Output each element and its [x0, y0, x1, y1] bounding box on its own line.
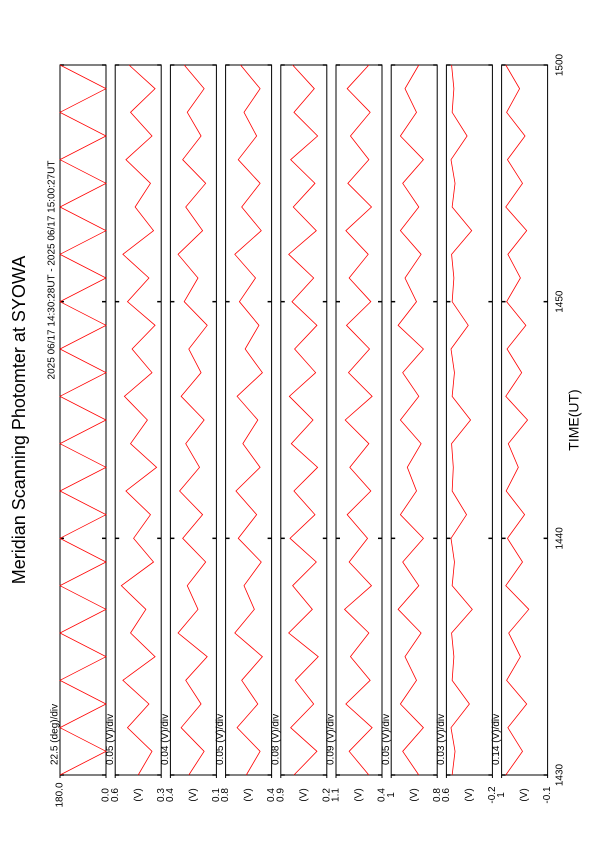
panel-frame — [390, 64, 438, 776]
unit-label: (V) — [188, 788, 199, 801]
unit-label: (V) — [354, 788, 365, 801]
data-line — [120, 64, 158, 776]
panel-frame — [445, 64, 493, 776]
y-tick-label: 1 — [386, 792, 397, 798]
scale-label: 0.08 (V)/div — [270, 714, 281, 765]
panel-frame — [225, 64, 273, 776]
scale-label: 0.05 (V)/div — [105, 714, 116, 765]
scale-label: 0.14 (V)/div — [491, 714, 502, 765]
scale-label: 0.05 (V)/div — [381, 714, 392, 765]
y-tick-label: -0.1 — [542, 786, 553, 804]
data-line — [505, 64, 530, 776]
scale-label: 0.03 (V)/div — [436, 714, 447, 765]
panel-frame — [280, 64, 328, 776]
y-tick-label: 0.1 — [211, 788, 222, 802]
unit-label: (V) — [133, 788, 144, 801]
data-line — [177, 64, 208, 776]
y-tick-label: 0.0 — [101, 788, 112, 802]
data-line — [343, 64, 373, 776]
y-tick-label: 0.4 — [266, 788, 277, 802]
y-tick-label: 0.6 — [441, 788, 452, 802]
y-tick-label: 0.9 — [275, 788, 286, 802]
x-tick-label: 1430 — [555, 763, 566, 786]
chart-title: Meridian Scanning Photomter at SYOWA — [9, 256, 29, 584]
panel-frame — [169, 64, 217, 776]
y-tick-label: 0.8 — [432, 788, 443, 802]
data-line — [59, 64, 107, 776]
data-line — [450, 64, 473, 776]
unit-label: (V) — [464, 788, 475, 801]
unit-label: (V) — [298, 788, 309, 801]
x-tick-label: 1500 — [555, 53, 566, 76]
chart-subtitle: 2025 06/17 14:30:28UT - 2025 06/17 15:00… — [47, 161, 58, 380]
y-tick-label: 0.2 — [321, 788, 332, 802]
x-axis-label: TIME(UT) — [566, 389, 582, 450]
y-tick-label: 1 — [496, 792, 507, 798]
y-tick-label: 180.0 — [55, 782, 66, 807]
data-line — [234, 64, 263, 776]
unit-label: (V) — [409, 788, 420, 801]
y-tick-label: -0.2 — [487, 786, 498, 804]
unit-label: (V) — [243, 788, 254, 801]
x-tick-label: 1450 — [555, 290, 566, 313]
scale-label: 0.09 (V)/div — [326, 714, 337, 765]
data-line — [288, 64, 319, 776]
y-tick-label: 0.4 — [377, 788, 388, 802]
scale-label: 22.5 (deg)/div — [50, 704, 61, 765]
data-line — [397, 64, 424, 776]
scale-label: 0.05 (V)/div — [215, 714, 226, 765]
x-tick-label: 1440 — [555, 527, 566, 550]
y-tick-label: 0.4 — [165, 788, 176, 802]
y-tick-label: 0.3 — [156, 788, 167, 802]
panel-frame — [335, 64, 383, 776]
scale-label: 0.04 (V)/div — [160, 714, 171, 765]
y-tick-label: 0.8 — [220, 788, 231, 802]
y-tick-label: 1.1 — [331, 788, 342, 802]
y-tick-label: 0.6 — [110, 788, 121, 802]
panel-frame — [501, 64, 549, 776]
unit-label: (V) — [519, 788, 530, 801]
